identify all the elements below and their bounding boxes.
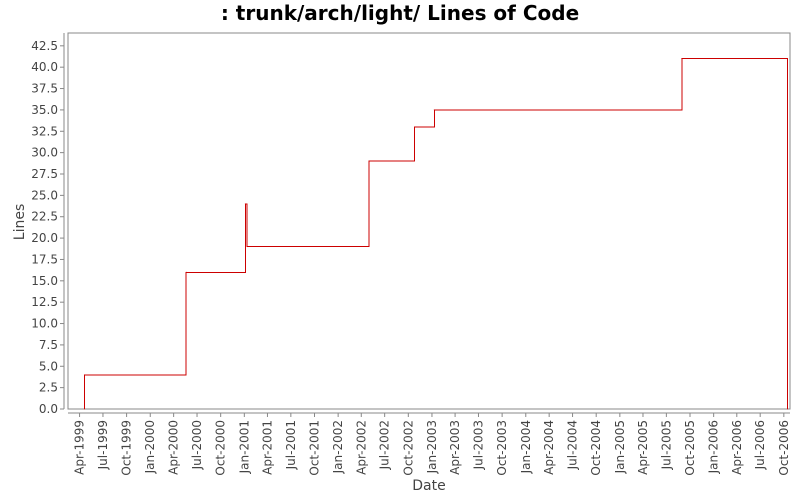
x-tick-label: Jul-2006: [753, 420, 767, 470]
x-tick-label: Apr-1999: [73, 420, 87, 475]
x-tick-label: Jan-2006: [707, 420, 721, 474]
y-tick-label: 35.0: [31, 103, 58, 117]
x-tick-label: Oct-2003: [495, 420, 509, 476]
y-tick-label: 42.5: [31, 39, 58, 53]
y-tick-label: 40.0: [31, 60, 58, 74]
data-point: [368, 160, 370, 162]
data-point: [786, 408, 788, 410]
x-tick-label: Jul-2005: [659, 420, 673, 470]
x-tick-label: Oct-2001: [307, 420, 321, 476]
data-point: [246, 246, 248, 248]
x-tick-label: Oct-2000: [214, 420, 228, 476]
x-tick-label: Apr-2006: [730, 420, 744, 475]
x-axis-ticks: Apr-1999 Jul-1999 Oct-1999 Jan-2000 Apr-2000…: [73, 413, 791, 476]
x-tick-label: Jul-1999: [96, 420, 110, 470]
y-tick-label: 37.5: [31, 82, 58, 96]
x-tick-label: Oct-2004: [589, 420, 603, 476]
x-tick-label: Jul-2000: [190, 420, 204, 470]
y-tick-label: 10.0: [31, 317, 58, 331]
y-axis-ticks: 0.0 2.5 5.0 7.5 10.0 12.5 15.0 17.5 20.0 22.5 25.0…: [31, 39, 64, 416]
y-tick-label: 5.0: [39, 359, 58, 373]
y-tick-label: 32.5: [31, 124, 58, 138]
data-point: [83, 374, 85, 376]
x-tick-label: Jan-2003: [425, 420, 439, 474]
y-axis-label: Lines: [12, 204, 28, 240]
y-tick-label: 20.0: [31, 231, 58, 245]
plot-area: [67, 32, 791, 410]
y-tick-label: 25.0: [31, 188, 58, 202]
data-point: [433, 109, 435, 111]
y-tick-label: 12.5: [31, 295, 58, 309]
x-tick-label: Jul-2002: [378, 420, 392, 470]
data-point: [83, 408, 85, 410]
y-tick-label: 15.0: [31, 274, 58, 288]
x-tick-label: Apr-2004: [542, 420, 556, 475]
x-tick-label: Jul-2003: [471, 420, 485, 470]
x-tick-label: Apr-2003: [448, 420, 462, 475]
x-tick-label: Oct-2005: [683, 420, 697, 476]
y-tick-label: 17.5: [31, 252, 58, 266]
x-tick-label: Apr-2000: [167, 420, 181, 475]
x-tick-label: Jan-2002: [331, 420, 345, 474]
x-axis-label: Date: [412, 478, 445, 494]
x-tick-label: Apr-2005: [636, 420, 650, 475]
y-tick-label: 27.5: [31, 167, 58, 181]
x-tick-label: Apr-2001: [260, 420, 274, 475]
x-tick-label: Oct-2002: [401, 420, 415, 476]
y-tick-label: 22.5: [31, 210, 58, 224]
series-line: [83, 58, 788, 409]
x-tick-label: Jul-2001: [284, 420, 298, 470]
data-point: [413, 126, 415, 128]
x-tick-label: Apr-2002: [354, 420, 368, 475]
x-tick-label: Jan-2004: [519, 420, 533, 474]
series-layer: [83, 58, 788, 410]
x-tick-label: Jan-2005: [613, 420, 627, 474]
x-tick-label: Oct-1999: [120, 420, 134, 476]
data-point: [681, 58, 683, 60]
x-tick-label: Oct-2006: [777, 420, 791, 476]
x-tick-label: Jan-2000: [143, 420, 157, 474]
y-tick-label: 0.0: [39, 402, 58, 416]
data-point: [244, 203, 246, 205]
chart-title: : trunk/arch/light/ Lines of Code: [221, 1, 579, 25]
data-point: [185, 271, 187, 273]
y-tick-label: 7.5: [39, 338, 58, 352]
y-tick-label: 2.5: [39, 381, 58, 395]
y-tick-label: 30.0: [31, 146, 58, 160]
x-tick-label: Jul-2004: [566, 420, 580, 470]
x-tick-label: Jan-2001: [237, 420, 251, 474]
